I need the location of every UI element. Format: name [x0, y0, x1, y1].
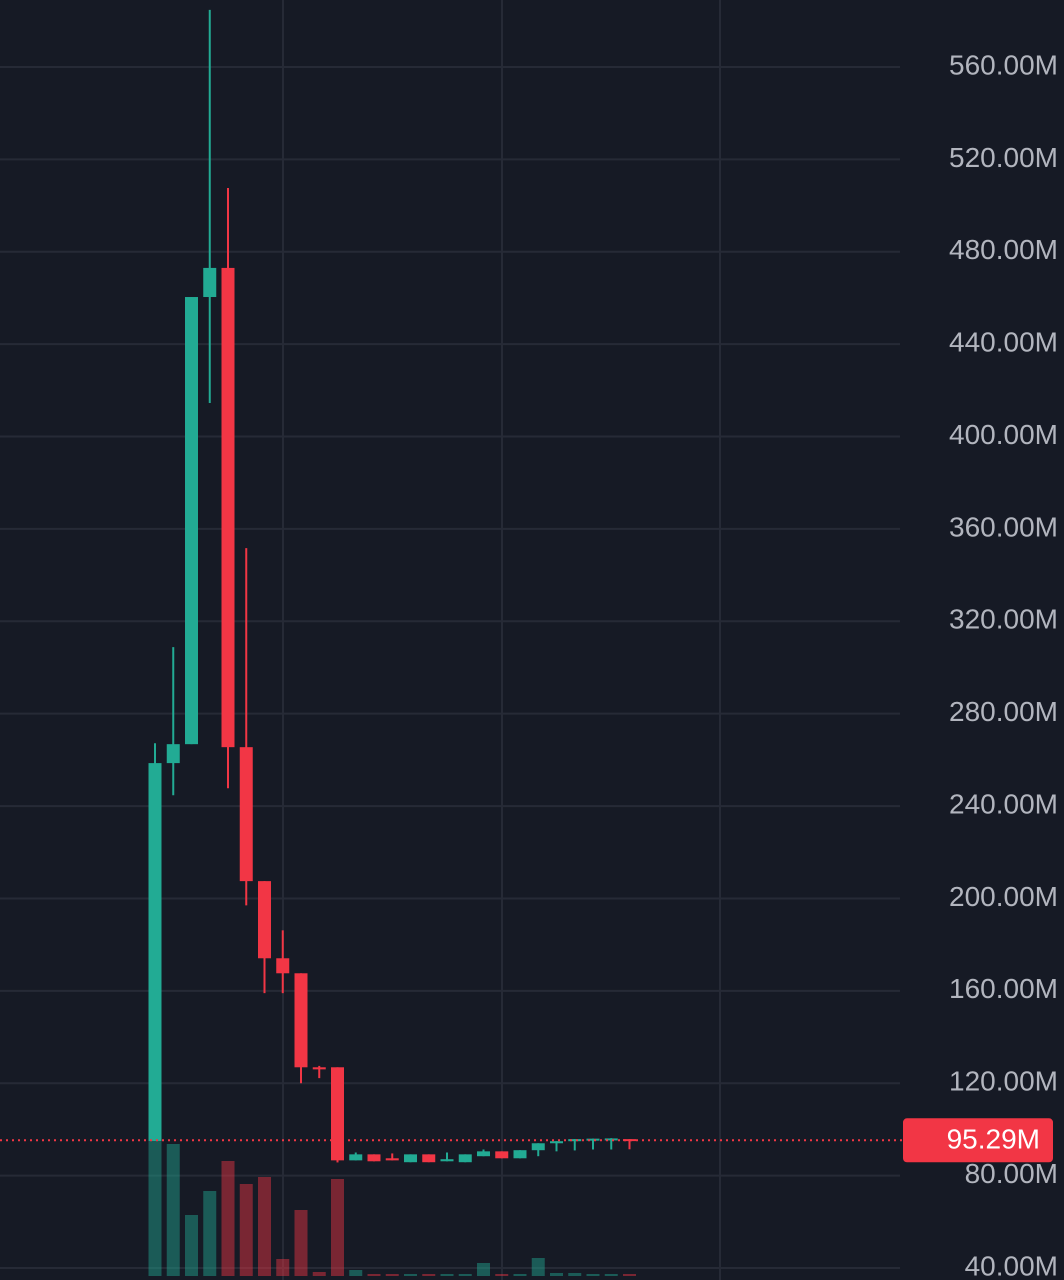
y-axis: 560.00M 520.00M 480.00M 440.00M 400.00M 360.0…: [0, 49, 1058, 1280]
volume-bar: [623, 1274, 636, 1276]
y-tick-label: 240.00M: [949, 788, 1058, 819]
y-tick-label: 440.00M: [949, 327, 1058, 358]
candle-body: [604, 1138, 618, 1141]
candle-body: [294, 973, 308, 1068]
candle-body: [623, 1139, 636, 1142]
y-tick-label: 120.00M: [949, 1066, 1058, 1097]
y-tick-label: 480.00M: [949, 234, 1058, 265]
last-price-label: 95.29M: [947, 1124, 1040, 1155]
volume-bar: [568, 1273, 582, 1276]
candle-body: [166, 744, 180, 764]
volume-bar: [367, 1274, 381, 1276]
candle-body: [349, 1154, 363, 1161]
y-tick-label: 320.00M: [949, 604, 1058, 635]
volume-bar: [458, 1274, 472, 1276]
candle-body: [440, 1159, 454, 1162]
volume-bar: [294, 1210, 308, 1276]
volume-bar: [586, 1274, 600, 1276]
candle-body: [185, 297, 198, 745]
y-tick-label: 200.00M: [949, 881, 1058, 912]
y-tick-label: 520.00M: [949, 142, 1058, 173]
candle-body: [568, 1139, 582, 1142]
volume-bar: [495, 1274, 509, 1276]
y-tick-label: 40.00M: [965, 1250, 1058, 1280]
y-tick-label: 360.00M: [949, 511, 1058, 542]
candle-body: [586, 1138, 600, 1141]
volume-bar: [312, 1272, 326, 1276]
candle-body: [513, 1150, 527, 1159]
volume-bar: [385, 1274, 399, 1276]
candle-body: [239, 747, 253, 882]
volume-bars: [148, 1096, 636, 1276]
y-tick-label: 160.00M: [949, 973, 1058, 1004]
candle-body: [258, 881, 271, 959]
y-tick-label: 80.00M: [965, 1158, 1058, 1189]
volume-bar: [604, 1274, 618, 1276]
candle-body: [331, 1067, 344, 1161]
volume-bar: [422, 1274, 436, 1276]
volume-bar: [513, 1274, 527, 1276]
volume-bar: [531, 1258, 545, 1276]
candle-body: [458, 1154, 472, 1163]
volume-bar: [239, 1184, 253, 1276]
y-tick-label: 280.00M: [949, 696, 1058, 727]
volume-bar: [349, 1270, 363, 1276]
volume-bar: [166, 1144, 180, 1276]
candle-body: [477, 1151, 490, 1157]
volume-bar: [258, 1177, 271, 1276]
candle-body: [203, 267, 217, 298]
volume-bar: [331, 1179, 344, 1276]
y-tick-label: 400.00M: [949, 419, 1058, 450]
candle-body: [385, 1158, 399, 1161]
candle-body: [422, 1154, 436, 1163]
grid: [0, 65, 900, 1269]
candle-body: [531, 1143, 545, 1151]
candle-body: [550, 1141, 563, 1144]
candle-body: [495, 1151, 509, 1159]
candle-body: [312, 1067, 326, 1070]
candle-body: [276, 958, 290, 974]
volume-bar: [203, 1191, 217, 1276]
volume-bar: [404, 1274, 417, 1276]
candle-body: [367, 1154, 381, 1162]
y-tick-label: 560.00M: [949, 49, 1058, 80]
last-price-badge: [903, 1118, 1053, 1163]
volume-bar: [185, 1215, 198, 1276]
volume-bar: [440, 1274, 454, 1276]
volume-bar: [221, 1161, 235, 1276]
candles: [148, 9, 636, 1163]
volume-bar: [276, 1259, 290, 1276]
candle-body: [404, 1154, 417, 1163]
candle-body: [148, 763, 162, 1141]
volume-bar: [550, 1273, 563, 1276]
volume-bar: [477, 1263, 490, 1276]
candle-body: [221, 267, 235, 748]
